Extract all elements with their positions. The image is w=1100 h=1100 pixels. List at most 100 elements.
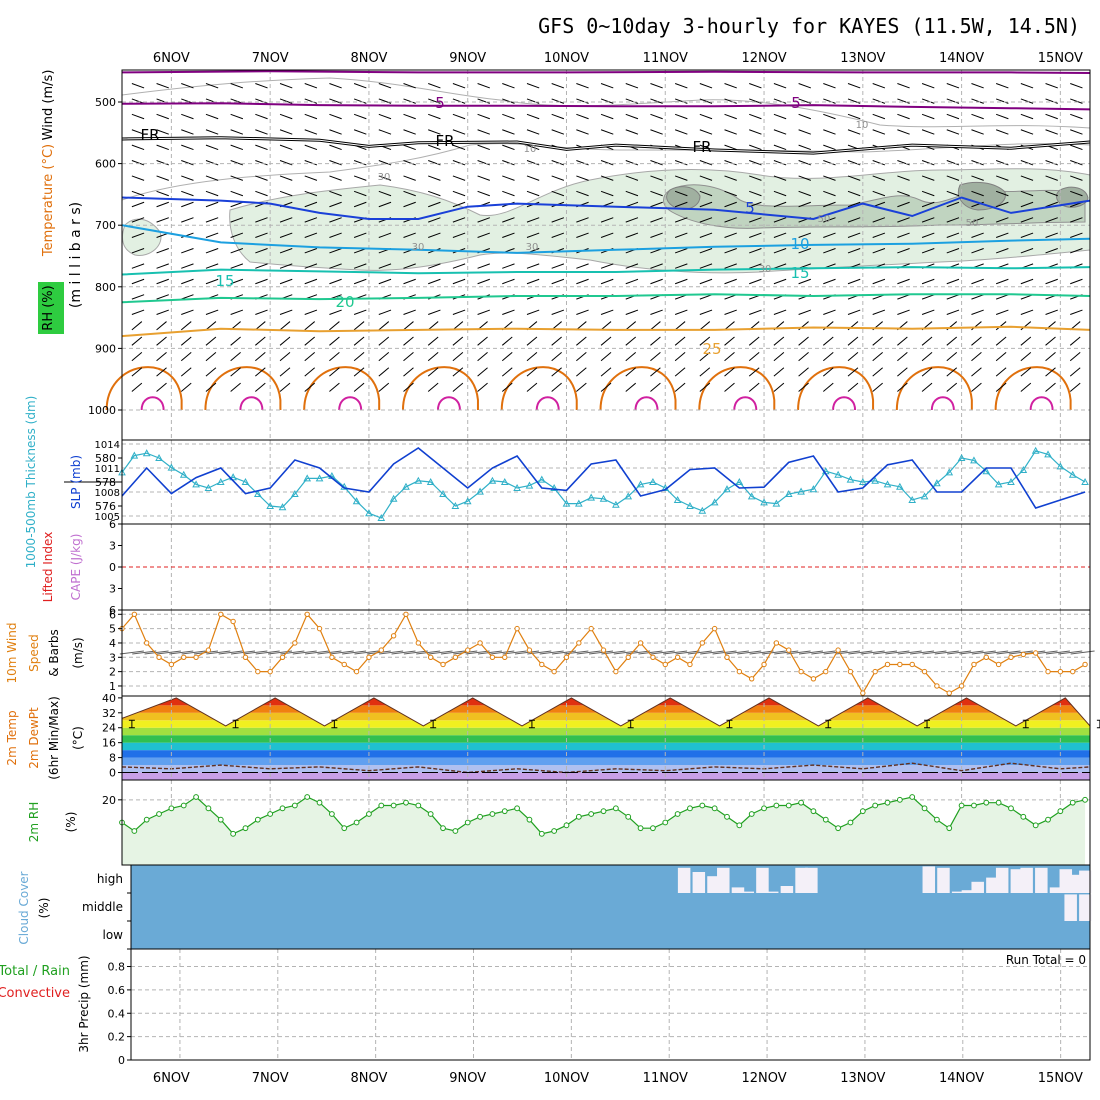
rh2m-point [452, 828, 459, 834]
wind-barb [304, 217, 318, 223]
wind-barb [403, 83, 416, 89]
wind-barb [749, 263, 762, 269]
wind-barb [279, 336, 291, 346]
wind10m-barb [1058, 650, 1083, 655]
thickness-point [130, 451, 139, 459]
wind10m-barb [885, 650, 910, 655]
thickness-line [121, 450, 1086, 519]
wind-barb [576, 351, 587, 362]
wind-barb [452, 351, 464, 362]
wind10m-barb [428, 650, 453, 655]
bottom-date-label: 7NOV [252, 1071, 289, 1086]
upper-rh-label: RH (%) [41, 285, 56, 330]
wind-barb [674, 309, 688, 315]
wind-barb [921, 98, 935, 104]
rh2m-point [588, 811, 595, 817]
wind-barb [749, 309, 762, 315]
wind-barb [403, 263, 416, 269]
wind-barb [353, 201, 367, 208]
top-date-label: 8NOV [350, 51, 387, 66]
axis-tick-label: 3 [109, 583, 116, 596]
wind10m-barb [230, 650, 256, 655]
thickness-label: 1000-500mb Thickness (dm) [24, 396, 38, 569]
wind-barb [724, 98, 737, 104]
wind-barb [1070, 160, 1083, 166]
wind-barb [1045, 351, 1056, 362]
wind-barb [551, 336, 562, 346]
temp-minmax-bar [627, 719, 634, 729]
wind-barb [600, 278, 614, 285]
wind-barb [625, 201, 639, 208]
cloud-bar [805, 867, 818, 893]
wind-barb [798, 248, 811, 254]
thickness-point [1056, 462, 1065, 470]
isotherm-30-contour [698, 366, 776, 411]
wind10m-speed-point [440, 661, 446, 668]
wind10m-speed-point [847, 668, 854, 675]
wind-barb [279, 190, 293, 197]
axis-tick-label: 6 [109, 518, 116, 531]
wind-barb [156, 309, 169, 315]
wind-barb [897, 294, 910, 300]
rh2m-point [180, 802, 187, 809]
wind10m-speed-point [242, 654, 249, 660]
cloud-bar [937, 867, 950, 893]
rh2m-point [563, 822, 570, 829]
wind-barb [551, 113, 565, 120]
isotherm-30-contour [500, 366, 578, 411]
wind-barb [1045, 98, 1058, 104]
wind-barb [551, 129, 565, 135]
thickness-point [278, 503, 287, 511]
wind10m-barb [490, 650, 515, 655]
wind-barb [576, 98, 589, 104]
wind-barb [971, 190, 984, 197]
wind-barb [329, 351, 340, 362]
wind-barb [378, 113, 392, 120]
rh-contour-label: 10 [524, 144, 537, 155]
wind-barb [452, 232, 466, 238]
wind-barb [378, 232, 392, 238]
wind-barb [181, 278, 194, 285]
wind-barb [502, 309, 515, 315]
wind-barb [724, 309, 737, 315]
wind10m-speed-point [539, 661, 545, 668]
wind-barb [329, 367, 340, 377]
wind-barb [452, 144, 466, 151]
thickness-point [994, 480, 1003, 488]
wind-barb [946, 217, 960, 223]
wind-barb [181, 129, 194, 135]
cloud-bar [986, 877, 999, 893]
isotherm-line [121, 70, 1091, 74]
temp2m-units: (°C) [71, 726, 85, 750]
wind10m-speed-point [823, 668, 829, 675]
wind-barb [131, 201, 145, 208]
wind-barb [1070, 217, 1083, 223]
wind-barb [255, 160, 268, 166]
wind-barb [255, 217, 268, 223]
wind-barb [452, 113, 466, 120]
wind-barb [526, 232, 540, 238]
rh2m-point [711, 805, 718, 812]
isotherm-30-contour [303, 366, 381, 411]
wind-barb [230, 382, 241, 392]
wind-barb [699, 309, 713, 315]
wind-barb [699, 351, 711, 362]
rh-contour-label: 30 [378, 172, 391, 183]
wind-barb [897, 248, 910, 254]
wind-barb [650, 190, 663, 197]
wind10m-barb [811, 650, 836, 655]
wind-barb [995, 98, 1009, 104]
rh2m-point [921, 805, 928, 812]
wind-barb [576, 263, 589, 269]
wind-barb [181, 160, 194, 166]
thickness-point [747, 492, 756, 500]
wind-barb [428, 190, 441, 197]
wind10m-speed-point [588, 625, 594, 632]
rh2m-point [575, 813, 582, 820]
wind-barb [353, 113, 367, 120]
wind-barb [897, 382, 908, 392]
wind-barb [403, 160, 416, 166]
wind10m-speed-point [860, 690, 866, 696]
wind-barb [131, 382, 143, 392]
wind-barb [971, 336, 982, 346]
